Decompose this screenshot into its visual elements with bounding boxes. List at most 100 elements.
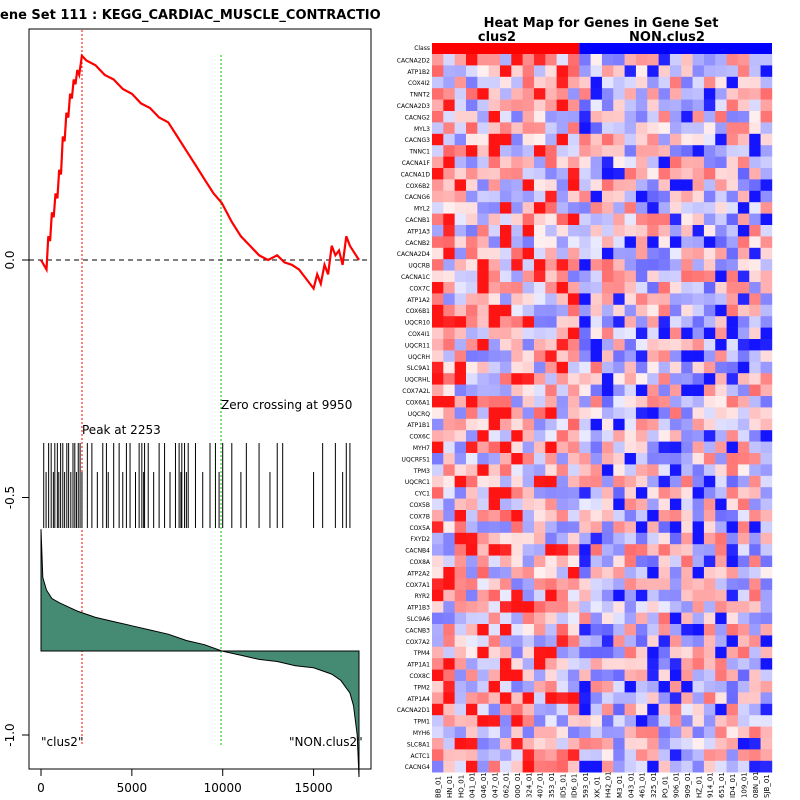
heatmap-cell <box>760 213 773 226</box>
heatmap-cell <box>647 316 659 328</box>
heatmap-cell <box>432 726 444 739</box>
right-group-label: "NON.clus2" <box>289 735 363 749</box>
heatmap-cell <box>533 589 546 602</box>
gene-label: CACNG6 <box>405 194 431 201</box>
heatmap-cell <box>726 555 739 568</box>
heatmap-cell <box>454 145 467 157</box>
heatmap-cell <box>669 726 682 739</box>
heatmap-cell <box>726 111 739 123</box>
heatmap-cell <box>556 54 569 66</box>
heatmap-cell <box>760 304 773 317</box>
heatmap-cell <box>477 692 489 705</box>
heatmap-cell <box>737 156 750 169</box>
heatmap-cell <box>556 247 569 260</box>
heatmap-cell <box>658 168 671 180</box>
heatmap-cell <box>749 99 761 112</box>
heatmap-cell <box>499 464 512 477</box>
heatmap-cells <box>432 54 773 773</box>
heatmap-cell <box>533 715 546 727</box>
sample-label: 041_01 <box>469 772 477 798</box>
heatmap-cell <box>432 407 444 420</box>
heatmap-cell <box>681 715 693 727</box>
heatmap-cell <box>669 339 682 351</box>
x-tick-label: 10000 <box>204 781 242 795</box>
heatmap-cell <box>749 88 761 100</box>
heatmap-cell <box>454 567 467 579</box>
heatmap-cell <box>465 601 478 613</box>
heatmap-cell <box>443 384 455 397</box>
heatmap-cell <box>499 578 512 591</box>
heatmap-cell <box>432 76 444 89</box>
heatmap-cell <box>624 76 637 89</box>
heatmap-cell <box>647 156 659 169</box>
heatmap-cell <box>432 327 444 340</box>
heatmap-cell <box>647 282 659 294</box>
heatmap-cell <box>760 498 773 511</box>
heatmap-cell <box>511 510 523 522</box>
heatmap-cell <box>681 532 693 545</box>
heatmap-cell <box>601 213 614 226</box>
heatmap-cell <box>715 76 727 89</box>
heatmap-cell <box>443 339 455 351</box>
heatmap-cell <box>737 373 750 385</box>
heatmap-cell <box>432 749 444 762</box>
heatmap-cell <box>703 259 716 271</box>
heatmap-cell <box>703 179 716 192</box>
heatmap-cell <box>477 202 489 214</box>
heatmap-cell <box>760 316 773 328</box>
heatmap-cell <box>556 145 569 157</box>
heatmap-cell <box>522 247 535 260</box>
heatmap-cell <box>556 715 569 727</box>
heatmap-cell <box>647 247 659 260</box>
heatmap-cell <box>567 760 580 773</box>
heatmap-cell <box>715 441 727 454</box>
heatmap-cell <box>556 669 569 682</box>
heatmap-cell <box>658 111 671 123</box>
heatmap-cell <box>647 703 659 716</box>
heatmap-cell <box>545 99 557 112</box>
heatmap-cell <box>511 225 523 237</box>
heatmap-cell <box>477 225 489 237</box>
heatmap-cell <box>635 475 648 488</box>
heatmap-cell <box>432 190 444 203</box>
heatmap-cell <box>590 681 603 693</box>
heatmap-cell <box>669 658 682 670</box>
heatmap-cell <box>726 236 739 249</box>
heatmap-cell <box>511 521 523 534</box>
heatmap-cell <box>715 384 727 397</box>
heatmap-cell <box>533 259 546 271</box>
heatmap-cell <box>477 453 489 465</box>
heatmap-cell <box>658 225 671 237</box>
heatmap-cell <box>432 738 444 750</box>
heatmap-cell <box>511 738 523 750</box>
heatmap-cell <box>567 213 580 226</box>
heatmap-cell <box>760 487 773 499</box>
heatmap-cell <box>624 259 637 271</box>
heatmap-cell <box>522 578 535 591</box>
heatmap-cell <box>488 76 501 89</box>
heatmap-cell <box>647 293 659 306</box>
heatmap-cell <box>669 624 682 636</box>
heatmap-cell <box>658 259 671 271</box>
heatmap-cell <box>533 361 546 374</box>
heatmap-cell <box>613 316 625 328</box>
heatmap-cell <box>488 453 501 465</box>
heatmap-cell <box>703 293 716 306</box>
heatmap-cell <box>465 168 478 180</box>
heatmap-cell <box>681 555 693 568</box>
heatmap-cell <box>681 76 693 89</box>
heatmap-panel: Heat Map for Genes in Gene Set clus2 NON… <box>397 16 773 798</box>
heatmap-cell <box>545 749 557 762</box>
group-label-non-clus2: NON.clus2 <box>629 30 705 45</box>
heatmap-cell <box>760 99 773 112</box>
heatmap-cell <box>726 247 739 260</box>
heatmap-cell <box>556 567 569 579</box>
heatmap-cell <box>760 202 773 214</box>
heatmap-cell <box>760 475 773 488</box>
heatmap-cell <box>522 259 535 271</box>
gene-label: CACNA1C <box>401 274 430 281</box>
heatmap-cell <box>726 624 739 636</box>
heatmap-cell <box>465 316 478 328</box>
heatmap-cell <box>760 589 773 602</box>
heatmap-cell <box>760 282 773 294</box>
